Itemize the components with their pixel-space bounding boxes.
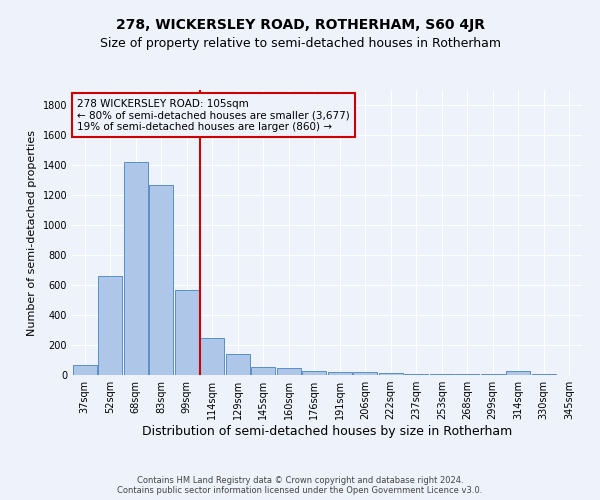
Bar <box>226 354 250 375</box>
Text: 278, WICKERSLEY ROAD, ROTHERHAM, S60 4JR: 278, WICKERSLEY ROAD, ROTHERHAM, S60 4JR <box>115 18 485 32</box>
Text: Size of property relative to semi-detached houses in Rotherham: Size of property relative to semi-detach… <box>100 38 500 51</box>
Bar <box>302 370 326 375</box>
Text: 278 WICKERSLEY ROAD: 105sqm
← 80% of semi-detached houses are smaller (3,677)
19: 278 WICKERSLEY ROAD: 105sqm ← 80% of sem… <box>77 98 350 132</box>
Bar <box>175 290 199 375</box>
Bar <box>98 276 122 375</box>
Bar <box>328 372 352 375</box>
Bar <box>353 372 377 375</box>
Bar <box>481 374 505 375</box>
Bar <box>404 374 428 375</box>
Bar <box>149 184 173 375</box>
Bar <box>455 374 479 375</box>
Bar <box>430 374 454 375</box>
Bar <box>379 373 403 375</box>
Bar <box>73 365 97 375</box>
Text: Contains HM Land Registry data © Crown copyright and database right 2024.
Contai: Contains HM Land Registry data © Crown c… <box>118 476 482 495</box>
X-axis label: Distribution of semi-detached houses by size in Rotherham: Distribution of semi-detached houses by … <box>142 425 512 438</box>
Bar <box>124 162 148 375</box>
Bar <box>251 367 275 375</box>
Bar <box>506 370 530 375</box>
Bar <box>200 338 224 375</box>
Bar <box>532 374 556 375</box>
Bar <box>277 368 301 375</box>
Y-axis label: Number of semi-detached properties: Number of semi-detached properties <box>27 130 37 336</box>
